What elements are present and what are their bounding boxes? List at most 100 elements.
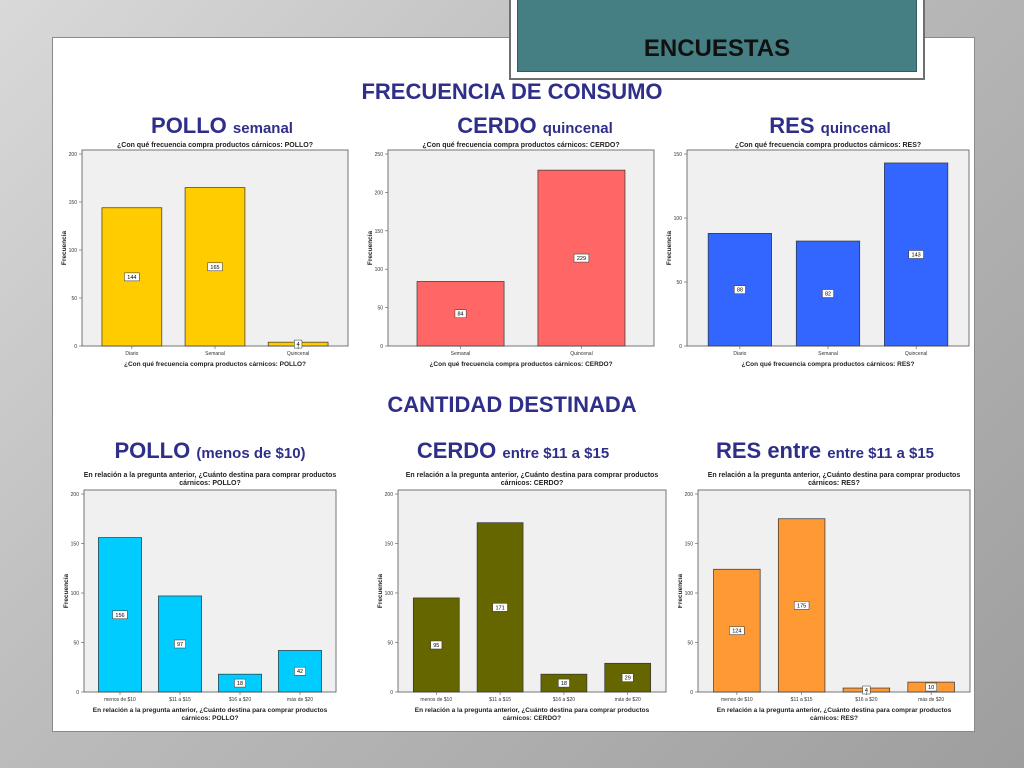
data-label: 171 — [496, 605, 505, 611]
x-axis-label: cárnicos: POLLO? — [181, 715, 238, 722]
data-label-box — [793, 601, 810, 610]
x-tick-label: más de $20 — [918, 697, 944, 703]
chart-title: ¿Con qué frecuencia compra productos cár… — [422, 142, 619, 149]
y-tick-label: 50 — [687, 641, 693, 647]
data-label: 175 — [797, 603, 806, 609]
heading-sub: entre $11 a $15 — [502, 445, 610, 462]
data-label: 18 — [237, 681, 243, 687]
section-title-frecuencia: FRECUENCIA DE CONSUMO — [361, 79, 663, 104]
x-tick-label: Semanal — [205, 351, 225, 357]
data-label-box — [573, 253, 590, 263]
heading-sub: quincenal — [820, 120, 891, 137]
data-label-box — [430, 640, 443, 650]
y-tick-label: 150 — [685, 542, 694, 548]
chart-pollo-frecuencia: ¿Con qué frecuencia compra productos cár… — [56, 138, 352, 374]
y-tick-label: 200 — [69, 152, 78, 158]
chart-title: En relación a la pregunta anterior, ¿Cuá… — [84, 472, 337, 479]
x-tick-label: Diario — [733, 351, 746, 357]
x-tick-label: Quincenal — [905, 351, 928, 357]
chart-heading-pollo-frecuencia: POLLO semanal — [112, 113, 332, 139]
chart-svg: ¿Con qué frecuencia compra productos cár… — [666, 142, 970, 368]
data-label: 88 — [737, 288, 743, 294]
data-label: 29 — [625, 676, 631, 682]
data-label-box — [734, 285, 746, 294]
data-label-box — [174, 639, 186, 649]
data-label: 97 — [177, 642, 183, 648]
y-tick-label: 0 — [690, 690, 693, 696]
y-tick-label: 0 — [679, 344, 682, 350]
y-tick-label: 150 — [674, 152, 683, 158]
chart-heading-cerdo-frecuencia: CERDO quincenal — [405, 113, 665, 139]
data-label-box — [621, 673, 634, 682]
data-label: 10 — [928, 685, 934, 691]
data-label: 84 — [457, 312, 463, 318]
data-label-box — [492, 603, 508, 612]
y-axis-label: Frecuencia — [61, 230, 68, 265]
data-label-box — [925, 682, 937, 692]
data-label: 18 — [561, 681, 567, 687]
data-label-box — [112, 610, 128, 620]
x-axis-label: ¿Con qué frecuencia compra productos cár… — [429, 361, 612, 368]
data-label: 4 — [297, 342, 300, 348]
y-axis-label: Frecuencia — [367, 230, 374, 265]
data-label: 82 — [825, 292, 831, 298]
y-tick-label: 50 — [73, 641, 79, 647]
chart-title: cárnicos: POLLO? — [179, 480, 240, 487]
section-title-cantidad: CANTIDAD DESTINADA — [387, 392, 637, 417]
heading-main: POLLO — [114, 438, 191, 463]
x-tick-label: menos de $10 — [420, 697, 452, 703]
data-label: 156 — [115, 613, 124, 619]
data-label-box — [234, 678, 246, 688]
title-banner: ENCUESTAS — [517, 0, 917, 72]
data-label-box — [908, 250, 924, 259]
y-tick-label: 50 — [676, 280, 682, 286]
chart-heading-cerdo-cantidad: CERDO entre $11 a $15 — [383, 438, 643, 464]
data-label: 143 — [912, 252, 921, 258]
y-tick-label: 200 — [685, 492, 694, 498]
x-tick-label: menos de $10 — [104, 697, 136, 703]
chart-title: cárnicos: CERDO? — [501, 480, 564, 487]
y-tick-label: 200 — [375, 190, 384, 196]
x-tick-label: más de $20 — [615, 697, 641, 703]
heading-sub: semanal — [232, 120, 293, 137]
chart-svg: ¿Con qué frecuencia compra productos cár… — [367, 142, 655, 368]
chart-svg: En relación a la pregunta anterior, ¿Cuá… — [678, 472, 971, 722]
data-label: 124 — [732, 629, 741, 635]
y-tick-label: 200 — [71, 492, 80, 498]
y-tick-label: 0 — [76, 690, 79, 696]
heading-sub: (menos de $10) — [196, 445, 306, 462]
y-tick-label: 250 — [375, 152, 384, 158]
y-tick-label: 0 — [390, 690, 393, 696]
y-tick-label: 150 — [385, 542, 394, 548]
chart-svg: ¿Con qué frecuencia compra productos cár… — [61, 142, 349, 368]
y-tick-label: 100 — [385, 591, 394, 597]
y-axis-label: Frecuencia — [377, 573, 384, 608]
y-tick-label: 50 — [377, 306, 383, 312]
y-tick-label: 100 — [674, 216, 683, 222]
y-tick-label: 0 — [74, 344, 77, 350]
chart-title: ¿Con qué frecuencia compra productos cár… — [735, 142, 921, 149]
x-tick-label: $16 a $20 — [855, 697, 877, 703]
chart-svg: En relación a la pregunta anterior, ¿Cuá… — [377, 472, 667, 722]
x-tick-label: $11 a $15 — [791, 697, 813, 703]
x-axis-label: cárnicos: CERDO? — [503, 715, 561, 722]
data-label: 165 — [210, 265, 219, 271]
y-tick-label: 150 — [375, 229, 384, 235]
data-label: 229 — [577, 256, 586, 262]
x-axis-label: En relación a la pregunta anterior, ¿Cuá… — [93, 707, 328, 714]
chart-title: ¿Con qué frecuencia compra productos cár… — [117, 142, 313, 149]
heading-main: RES entre — [715, 438, 822, 463]
data-label-box — [822, 289, 834, 298]
y-tick-label: 50 — [387, 641, 393, 647]
y-tick-label: 100 — [69, 248, 78, 254]
chart-res-frecuencia: ¿Con qué frecuencia compra productos cár… — [661, 138, 973, 374]
data-label: 144 — [127, 275, 136, 281]
y-tick-label: 100 — [375, 267, 384, 273]
data-label: 42 — [297, 669, 303, 675]
page-title: ENCUESTAS — [643, 35, 791, 62]
data-label-box — [558, 678, 570, 688]
chart-heading-res-cantidad: RES entre entre $11 a $15 — [690, 438, 960, 464]
data-label-box — [124, 272, 140, 282]
x-tick-label: más de $20 — [287, 697, 313, 703]
heading-main: RES — [769, 113, 815, 138]
